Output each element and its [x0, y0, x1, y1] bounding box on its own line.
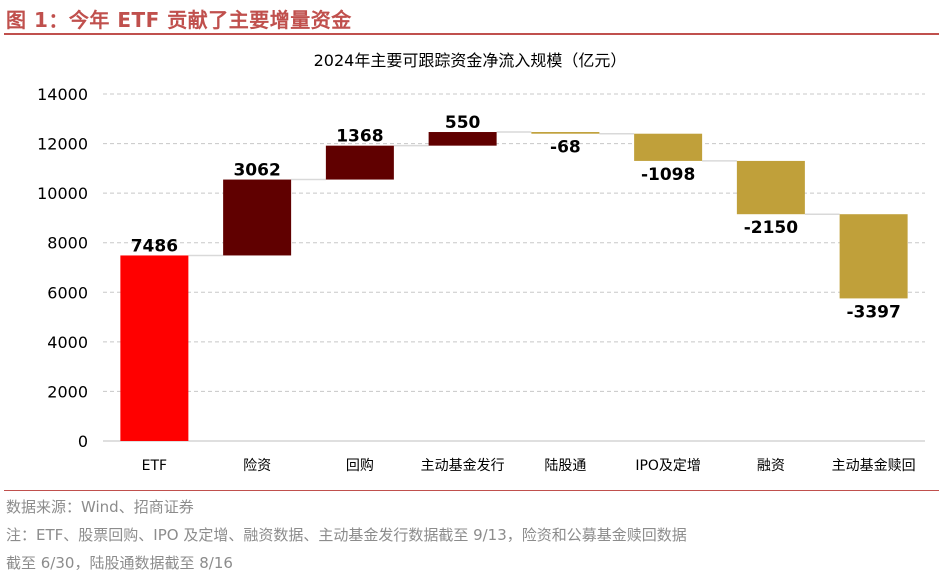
footer-divider — [4, 490, 939, 491]
bar-1 — [223, 179, 292, 256]
bar-6 — [736, 160, 805, 215]
data-label: 3062 — [233, 161, 280, 181]
category-label: 回购 — [346, 458, 374, 474]
y-tick-label: 6000 — [47, 283, 88, 302]
data-label: -68 — [550, 138, 581, 158]
data-labels: 7486 3062 1368 550 -68 -1098 -2150 -3397 — [131, 113, 901, 322]
category-label: ETF — [142, 458, 167, 474]
data-label: 1368 — [336, 127, 383, 147]
bar-4 — [531, 132, 600, 134]
category-label: 主动基金发行 — [421, 457, 505, 474]
source-note: 数据来源：Wind、招商证券 — [6, 498, 194, 516]
category-label: 融资 — [757, 458, 785, 474]
y-tick-label: 14000 — [37, 85, 88, 104]
y-tick-label: 4000 — [47, 333, 88, 352]
category-label: 陆股通 — [544, 458, 586, 474]
category-label: 险资 — [243, 458, 271, 474]
data-label: 550 — [445, 113, 481, 133]
bar-0 — [120, 255, 189, 441]
data-label: -1098 — [641, 165, 695, 185]
data-label: -2150 — [744, 218, 799, 238]
data-label: -3397 — [846, 302, 900, 322]
category-label: 主动基金赎回 — [832, 457, 916, 474]
y-tick-label: 12000 — [37, 135, 88, 154]
bar-5 — [634, 133, 703, 161]
waterfall-chart: 2024年主要可跟踪资金净流入规模（亿元） 0 2000 4000 6000 8000 1… — [37, 51, 925, 474]
y-tick-label: 2000 — [47, 382, 88, 401]
bars — [120, 132, 908, 441]
category-axis: ETF 险资 回购 主动基金发行 陆股通 IPO及定增 融资 主动基金赎回 — [142, 457, 916, 474]
data-label: 7486 — [131, 236, 178, 256]
bar-7 — [839, 214, 908, 299]
y-tick-label: 8000 — [47, 234, 88, 253]
y-tick-label: 10000 — [37, 184, 88, 203]
y-axis: 0 2000 4000 6000 8000 10000 12000 14000 — [37, 85, 925, 451]
bar-2 — [325, 145, 394, 180]
y-tick-label: 0 — [78, 432, 88, 451]
connectors — [188, 131, 840, 257]
bar-3 — [428, 132, 497, 146]
title-divider — [4, 33, 939, 35]
chart-title: 2024年主要可跟踪资金净流入规模（亿元） — [314, 51, 627, 70]
category-label: IPO及定增 — [635, 458, 701, 474]
footnote-line-1: 注：ETF、股票回购、IPO 及定增、融资数据、主动基金发行数据截至 9/13，… — [6, 526, 687, 544]
footnote-line-2: 截至 6/30，陆股通数据截至 8/16 — [6, 554, 233, 572]
figure-title: 图 1：今年 ETF 贡献了主要增量资金 — [6, 8, 352, 32]
